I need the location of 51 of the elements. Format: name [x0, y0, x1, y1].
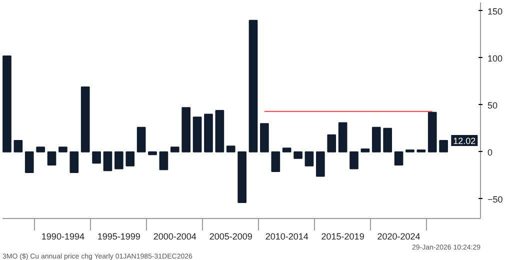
bar [136, 126, 146, 152]
bar [159, 151, 168, 170]
bar [383, 128, 392, 152]
bar [282, 148, 292, 152]
x-tick-label: 1990-1994 [41, 232, 84, 242]
bar [271, 151, 280, 172]
bar [148, 151, 157, 156]
bar [70, 151, 79, 173]
bar [439, 140, 448, 152]
y-tick-label: 0 [488, 147, 493, 158]
bar [338, 122, 348, 152]
y-tick-label: −50 [488, 194, 503, 204]
bar [170, 146, 180, 152]
bar [47, 151, 56, 166]
bar [360, 148, 370, 152]
bar [14, 140, 23, 152]
x-tick-label: 1995-1999 [97, 232, 140, 242]
bar [316, 151, 325, 177]
bar [182, 107, 191, 152]
y-tick-label: 150 [488, 6, 503, 16]
bar [327, 134, 336, 152]
bar [36, 146, 45, 152]
x-tick-label: 2015-2019 [321, 232, 364, 242]
bar [24, 151, 34, 173]
x-tick-label: 2010-2014 [265, 232, 308, 242]
bar [294, 151, 302, 159]
x-tick-label: 2020-2024 [377, 232, 420, 242]
bar [103, 151, 112, 172]
bar [260, 123, 269, 152]
bar [204, 114, 213, 152]
bar [215, 110, 224, 152]
bar [248, 20, 258, 152]
bar [80, 86, 90, 152]
bar [2, 56, 12, 152]
bar [350, 151, 358, 170]
bar [226, 146, 236, 152]
bar [394, 151, 404, 166]
x-tick-label: 2005-2009 [209, 232, 252, 242]
y-tick-label: 100 [488, 53, 503, 64]
bar [428, 112, 437, 152]
bar [304, 151, 314, 166]
bar [238, 151, 246, 204]
bar [372, 126, 381, 152]
bar [192, 116, 202, 152]
bar [92, 151, 101, 164]
annotation: 12.02 [453, 136, 476, 146]
x-tick-label: 2000-2004 [153, 232, 196, 242]
bar [58, 146, 68, 152]
bar [126, 151, 135, 166]
y-tick-label: 50 [488, 100, 498, 110]
bar [114, 151, 124, 170]
